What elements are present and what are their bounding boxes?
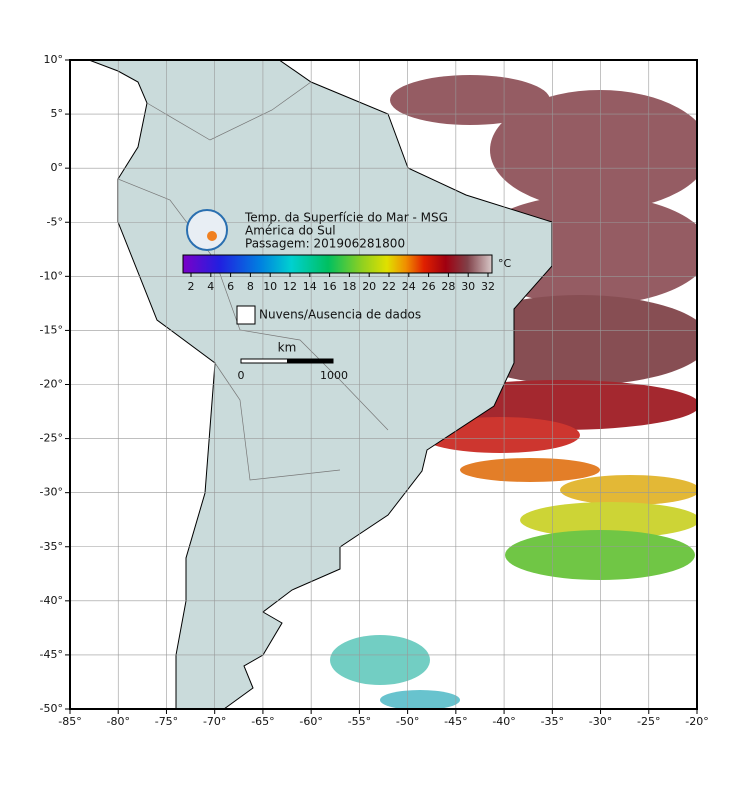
logo-dot: [207, 231, 217, 241]
lat-tick-label: -40°: [40, 594, 63, 607]
lat-tick-label: -10°: [40, 269, 63, 282]
lon-tick-label: -80°: [106, 715, 129, 728]
legend-label: Nuvens/Ausencia de dados: [259, 308, 421, 322]
scale-bar-fill: [287, 359, 333, 363]
lon-tick-label: -65°: [251, 715, 274, 728]
scale-label: 0: [238, 369, 245, 382]
lon-tick-label: -40°: [492, 715, 515, 728]
lat-tick-label: 5°: [51, 107, 64, 120]
lon-tick-label: -60°: [299, 715, 322, 728]
borders: [117, 81, 389, 481]
title-line: América do Sul: [245, 224, 336, 238]
colorbar-label: 28: [441, 280, 455, 293]
map-area: [70, 60, 697, 709]
lat-tick-label: -25°: [40, 432, 63, 445]
lon-tick-label: -20°: [685, 715, 708, 728]
lon-tick-label: -85°: [58, 715, 81, 728]
lon-tick-label: -35°: [541, 715, 564, 728]
lat-tick-label: -35°: [40, 540, 63, 553]
colorbar-label: 24: [402, 280, 416, 293]
lon-tick-label: -70°: [203, 715, 226, 728]
colorbar-label: 14: [303, 280, 317, 293]
colorbar-label: 26: [422, 280, 436, 293]
lon-tick-label: -50°: [396, 715, 419, 728]
lon-tick-label: -75°: [155, 715, 178, 728]
lat-tick-label: -20°: [40, 378, 63, 391]
colorbar-label: 4: [207, 280, 214, 293]
graticule: [70, 60, 697, 709]
colorbar-label: 6: [227, 280, 234, 293]
lat-tick-label: -30°: [40, 486, 63, 499]
colorbar-label: 16: [323, 280, 337, 293]
title-line: Passagem: 201906281800: [245, 237, 405, 251]
lat-tick-label: -5°: [47, 215, 63, 228]
lat-tick-label: 10°: [44, 53, 64, 66]
lon-tick-label: -30°: [589, 715, 612, 728]
lat-tick-label: -15°: [40, 323, 63, 336]
lat-tick-label: -45°: [40, 648, 63, 661]
colorbar-label: 12: [283, 280, 297, 293]
inpe-logo: [186, 209, 228, 251]
colorbar-label: 2: [188, 280, 195, 293]
lon-tick-label: -45°: [444, 715, 467, 728]
scale-label: 1000: [320, 369, 348, 382]
lat-tick-label: 0°: [51, 161, 64, 174]
colorbar-unit: °C: [498, 257, 512, 270]
lon-tick-label: -25°: [637, 715, 660, 728]
colorbar-label: 10: [263, 280, 277, 293]
lat-tick-label: -50°: [40, 702, 63, 715]
colorbar-label: 20: [362, 280, 376, 293]
colorbar-label: 18: [342, 280, 356, 293]
scale-unit: km: [278, 341, 297, 355]
lon-tick-label: -55°: [348, 715, 371, 728]
colorbar-label: 32: [481, 280, 495, 293]
colorbar-label: 22: [382, 280, 396, 293]
title-line: Temp. da Superfície do Mar - MSG: [244, 211, 448, 225]
legend-box: [236, 305, 256, 325]
colorbar-label: 8: [247, 280, 254, 293]
colorbar-label: 30: [461, 280, 475, 293]
colorbar: [182, 254, 493, 274]
